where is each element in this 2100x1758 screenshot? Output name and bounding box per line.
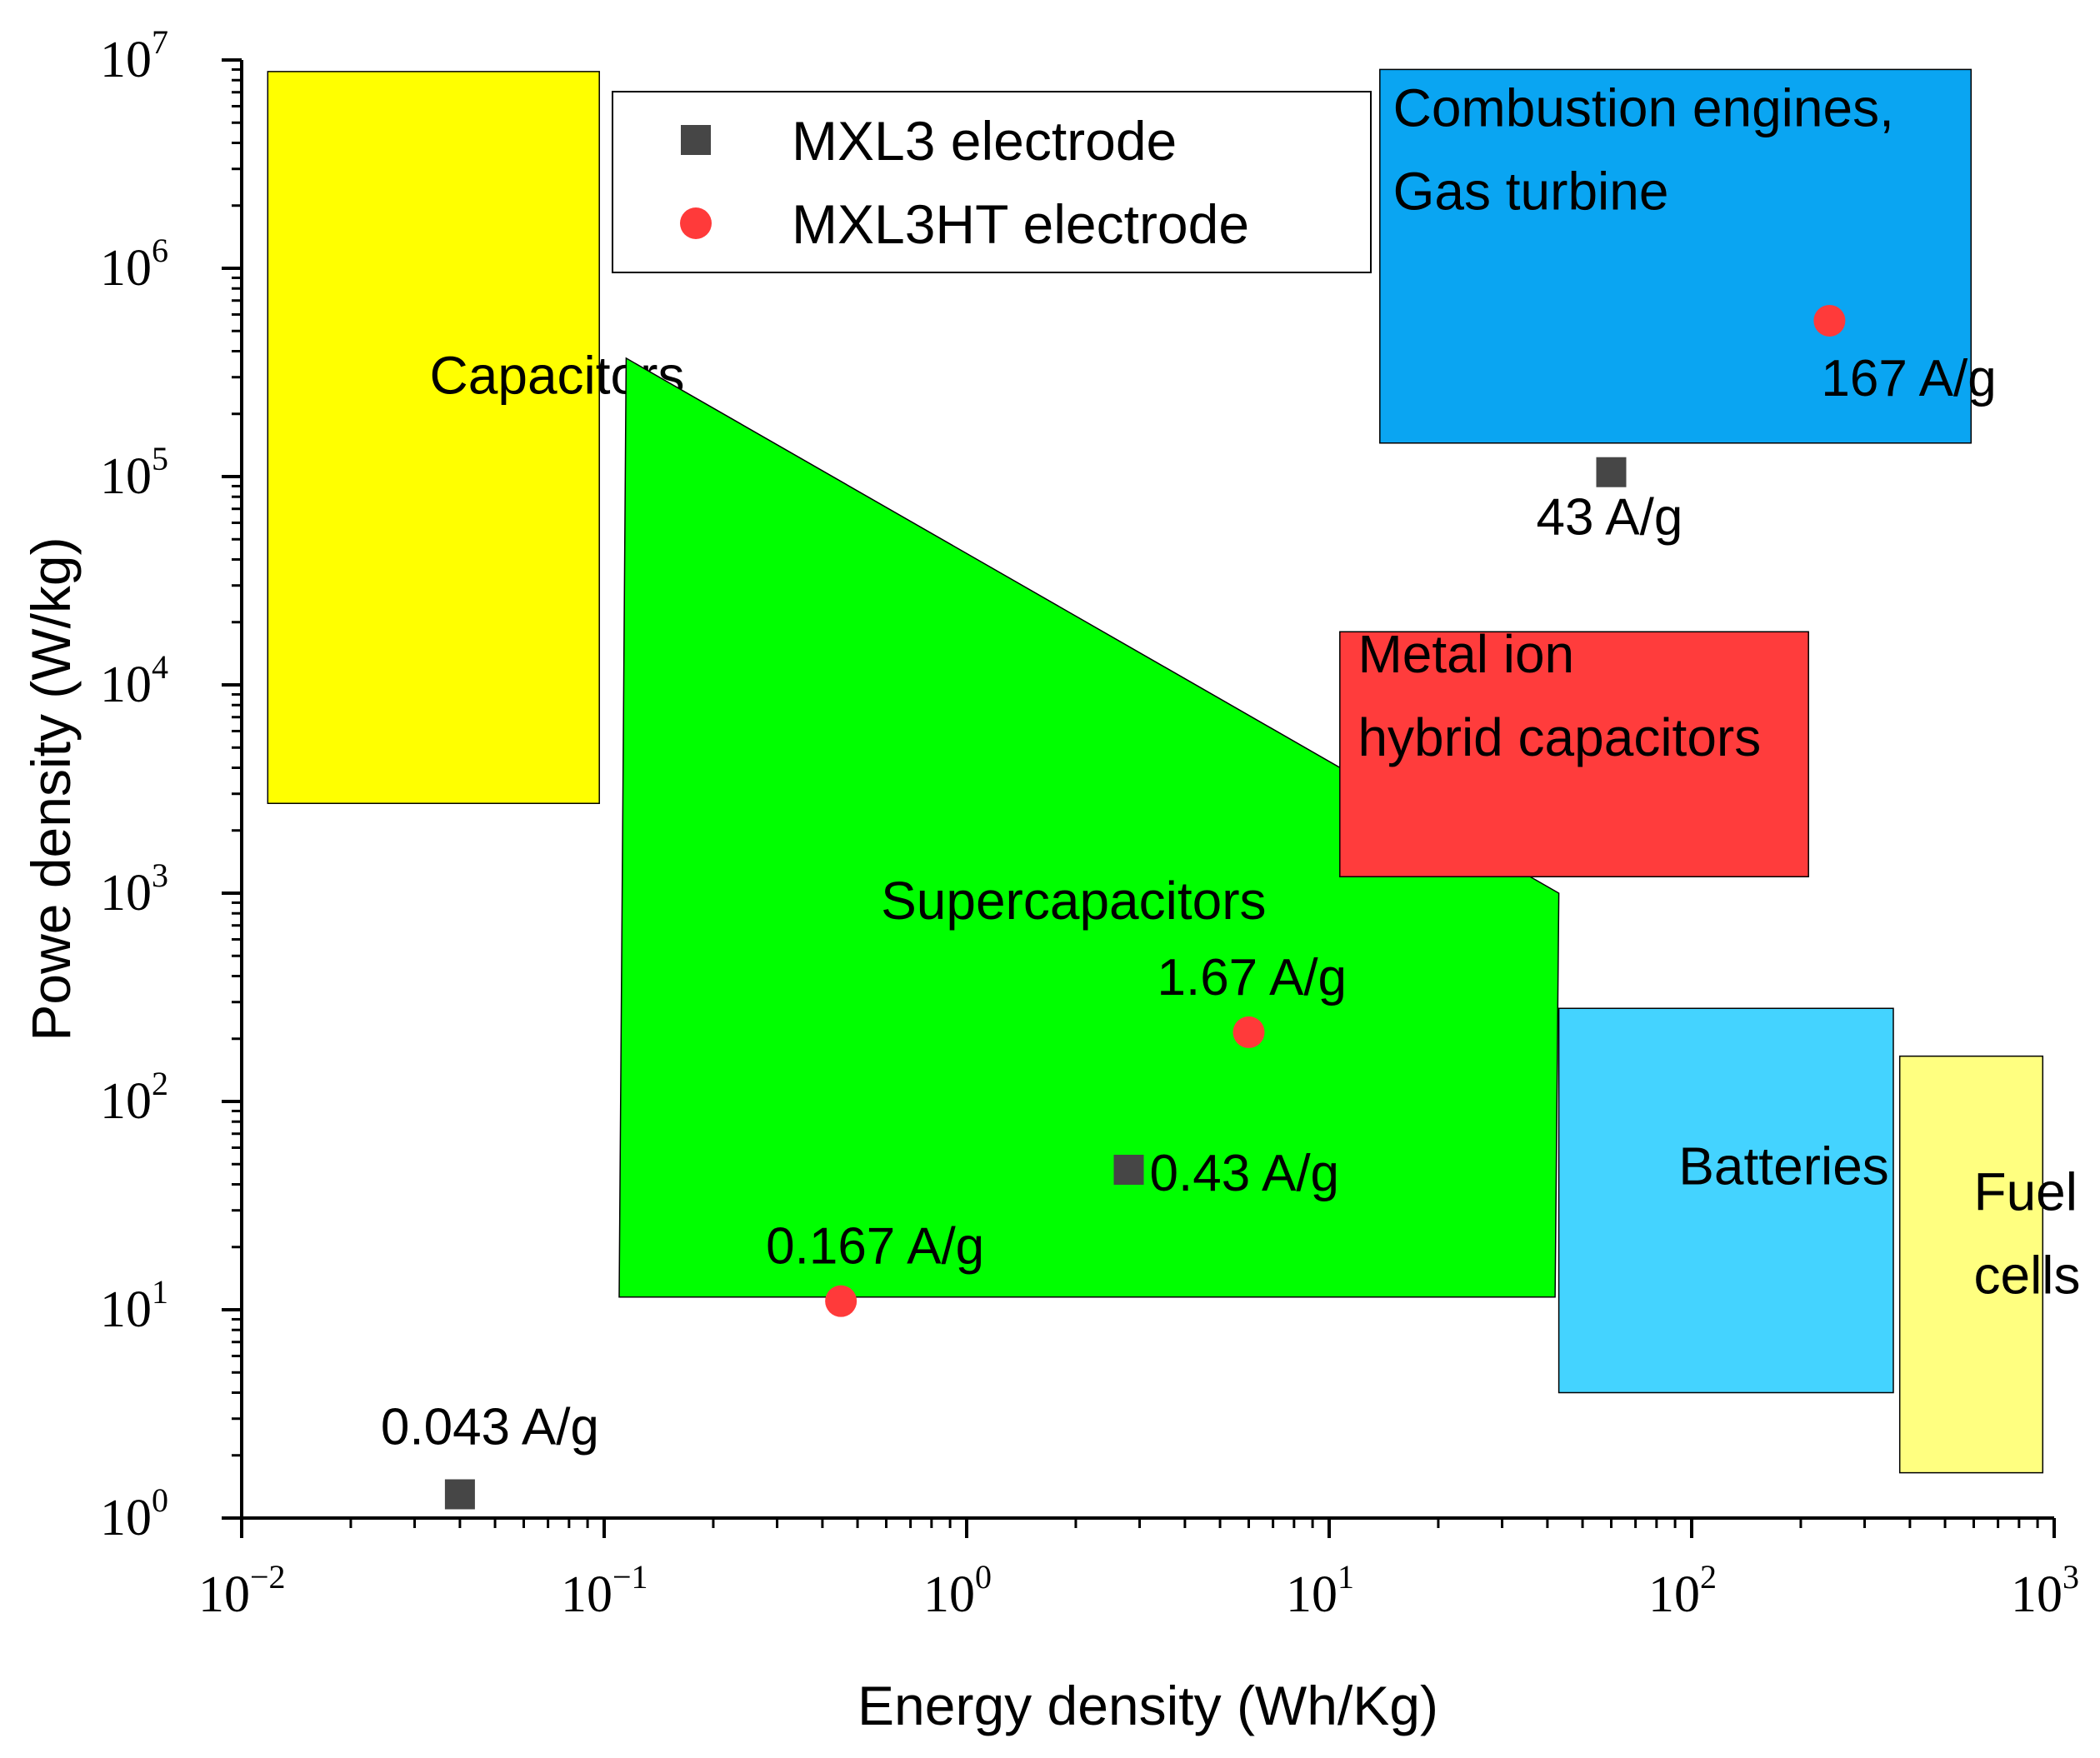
region-label-batteries: Batteries bbox=[1678, 1136, 1889, 1196]
region-label-fuel-cells: Fuel bbox=[1973, 1162, 2078, 1222]
y-tick-label: 107 bbox=[100, 23, 168, 88]
point-mxl3ht bbox=[1232, 1016, 1265, 1048]
region-label-metal-ion-hybrid-capacitors: Metal ion bbox=[1358, 624, 1574, 684]
legend-entry-label: MXL3HT electrode bbox=[792, 193, 1249, 255]
y-tick-label: 105 bbox=[100, 440, 168, 505]
legend-marker-square bbox=[681, 125, 711, 155]
region-label-supercapacitors: Supercapacitors bbox=[881, 871, 1266, 931]
region-batteries bbox=[1558, 1007, 1894, 1394]
region-supercapacitors bbox=[618, 357, 1560, 1298]
y-tick-label: 101 bbox=[100, 1273, 168, 1338]
point-label: 1.67 A/g bbox=[1157, 949, 1347, 1006]
point-label: 43 A/g bbox=[1536, 489, 1682, 547]
legend-box bbox=[612, 91, 1372, 273]
region-label-metal-ion-hybrid-capacitors: hybrid capacitors bbox=[1358, 707, 1761, 767]
point-mxl3 bbox=[1113, 1154, 1144, 1185]
x-axis-title: Energy density (Wh/Kg) bbox=[858, 1675, 1438, 1736]
region-label-combustion-engines-gas-turbine: Gas turbine bbox=[1393, 162, 1669, 222]
x-tick-label: 10−2 bbox=[198, 1558, 286, 1623]
x-tick-label: 10−1 bbox=[561, 1558, 648, 1623]
x-tick-label: 103 bbox=[2011, 1558, 2079, 1623]
point-mxl3ht bbox=[1813, 304, 1846, 337]
y-tick-label: 104 bbox=[100, 648, 168, 713]
legend-marker-circle bbox=[680, 207, 712, 239]
y-tick-label: 102 bbox=[100, 1065, 168, 1130]
point-label: 0.043 A/g bbox=[381, 1399, 599, 1456]
y-tick-label: 103 bbox=[100, 857, 168, 921]
region-label-combustion-engines-gas-turbine: Combustion engines, bbox=[1393, 78, 1894, 138]
x-tick-label: 101 bbox=[1286, 1558, 1354, 1623]
point-mxl3ht bbox=[825, 1285, 858, 1317]
legend-entry-label: MXL3 electrode bbox=[792, 110, 1177, 172]
y-axis-title: Powe density (W/kg) bbox=[20, 537, 82, 1041]
region-metal-ion-hybrid-capacitors bbox=[1339, 631, 1809, 877]
point-label: 167 A/g bbox=[1821, 350, 1996, 407]
point-layer: 0.043 A/g 0.43 A/g 43 A/g 0.167 A/g 1.67 A/g… bbox=[381, 304, 1997, 1510]
x-tick-label: 100 bbox=[923, 1558, 992, 1623]
y-tick-label: 100 bbox=[100, 1481, 168, 1546]
point-mxl3 bbox=[444, 1479, 475, 1510]
y-tick-label: 106 bbox=[100, 232, 168, 297]
region-capacitors bbox=[267, 71, 600, 804]
legend: MXL3 electrode MXL3HT electrode bbox=[612, 91, 1372, 273]
region-combustion-engines-gas-turbine bbox=[1379, 68, 1972, 444]
point-mxl3 bbox=[1596, 457, 1627, 487]
point-label: 0.167 A/g bbox=[766, 1218, 984, 1276]
x-tick-label: 102 bbox=[1648, 1558, 1717, 1623]
region-label-fuel-cells: cells bbox=[1973, 1246, 2080, 1306]
point-label: 0.43 A/g bbox=[1150, 1145, 1340, 1202]
region-fuel-cells bbox=[1898, 1055, 2044, 1474]
